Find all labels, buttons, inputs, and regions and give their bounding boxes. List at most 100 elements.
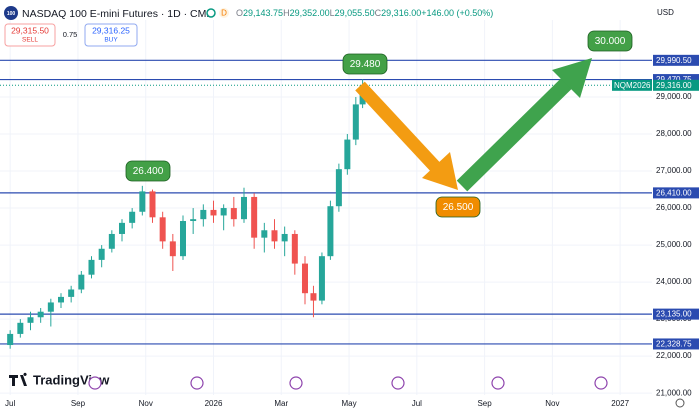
- candle-body: [98, 248, 105, 260]
- y-tick-label: 27,000.00: [656, 166, 692, 175]
- price-label-bg: [653, 308, 699, 320]
- x-tick-label: May: [341, 399, 356, 408]
- candle-body: [169, 241, 176, 257]
- sell-button[interactable]: [4, 23, 56, 47]
- event-marker[interactable]: [289, 376, 303, 390]
- candle-body: [327, 206, 334, 257]
- candle-body: [261, 230, 268, 238]
- candle-body: [108, 233, 115, 249]
- callout-box: [125, 160, 171, 182]
- event-marker[interactable]: [391, 376, 405, 390]
- x-tick-label: Sep: [477, 399, 492, 408]
- symbol-title: NASDAQ 100 E-mini Futures · 1D · CME: [22, 8, 213, 20]
- symbol-logo: [4, 6, 18, 20]
- x-tick-label: Nov: [545, 399, 559, 408]
- y-tick-label: 28,000.00: [656, 129, 692, 138]
- candle-body: [335, 169, 342, 207]
- arrows: [355, 58, 592, 192]
- candle-body: [78, 274, 85, 290]
- symbol-label: NQM2026: [614, 81, 651, 90]
- symbol-label-bg: [612, 79, 652, 91]
- price-label: 23,135.00: [656, 310, 692, 319]
- candle-body: [68, 289, 75, 297]
- price-label-bg: [653, 338, 699, 350]
- event-marker[interactable]: [190, 376, 204, 390]
- event-markers: [88, 376, 608, 390]
- last-price-label: 29,316.00: [656, 81, 692, 90]
- settings-icon[interactable]: [675, 398, 685, 408]
- candle-body: [271, 230, 278, 242]
- candle-body: [88, 259, 95, 275]
- candle-body: [27, 317, 34, 323]
- callout-text: 26.400: [133, 166, 164, 177]
- horizontal-lines: [0, 59, 652, 345]
- x-tick-label: Sep: [71, 399, 86, 408]
- candle-body: [220, 208, 227, 216]
- ohlc-value: 29,055.50: [335, 8, 375, 18]
- brand-logo: [9, 372, 27, 386]
- x-tick-label: Jul: [5, 399, 15, 408]
- y-tick-label: 24,000.00: [656, 277, 692, 286]
- price-label: 29,470.75: [656, 75, 692, 84]
- ohlc-change: +146.00 (+0.50%): [421, 8, 493, 18]
- event-marker[interactable]: [594, 376, 608, 390]
- grid: [0, 20, 652, 395]
- candle-body: [240, 196, 247, 220]
- candle-body: [251, 196, 258, 238]
- buy-price: 29,316.25: [92, 25, 130, 35]
- sell-price: 29,315.50: [11, 25, 49, 35]
- candle-body: [118, 222, 125, 234]
- candle-body: [149, 191, 156, 218]
- price-label-bg: [653, 54, 699, 66]
- axis-labels: 21,000.0022,000.0023,000.0024,000.0025,0…: [612, 54, 699, 397]
- annotations: 29.480 26.400 30.000 26.500: [125, 30, 633, 218]
- orange-arrow-shaft: [355, 81, 445, 177]
- buy-button[interactable]: [84, 23, 138, 47]
- candle-body: [210, 209, 217, 216]
- y-tick-label: 26,000.00: [656, 203, 692, 212]
- callout-box: [435, 196, 481, 218]
- ohlc-key: L: [330, 8, 335, 18]
- header: 100 NASDAQ 100 E-mini Futures · 1D · CME…: [4, 6, 674, 47]
- badge-bg: [219, 8, 229, 18]
- sell-label: SELL: [22, 37, 38, 44]
- ohlc-key: H: [283, 8, 290, 18]
- candle-body: [47, 302, 54, 312]
- candle-body: [7, 333, 14, 346]
- callout-box: [342, 53, 388, 75]
- ohlc-key: C: [375, 8, 382, 18]
- y-tick-label: 29,000.00: [656, 92, 692, 101]
- currency: USD: [657, 8, 674, 17]
- price-label: 26,410.00: [656, 188, 692, 197]
- candle-body: [310, 293, 317, 301]
- callout-text: 26.500: [443, 202, 474, 213]
- orange-arrow-head: [422, 152, 458, 190]
- candle-body: [190, 219, 197, 222]
- buy-label: BUY: [104, 37, 118, 44]
- green-arrow-shaft: [456, 74, 576, 192]
- x-tick-label: Mar: [274, 399, 288, 408]
- y-tick-label: 22,000.00: [656, 351, 692, 360]
- candle-body: [291, 233, 298, 264]
- candle-body: [57, 296, 64, 303]
- x-tick-label: Jul: [412, 399, 422, 408]
- x-tick-label: Nov: [139, 399, 153, 408]
- callout-text: 30.000: [595, 36, 626, 47]
- candle-body: [281, 233, 288, 242]
- price-label: 22,328.75: [656, 340, 692, 349]
- ohlc-legend: O29,143.75H29,352.00L29,055.50C29,316.00…: [236, 8, 493, 18]
- candle-body: [301, 263, 308, 294]
- logo-text: 100: [7, 11, 16, 17]
- candle-body: [129, 211, 136, 223]
- candle-body: [318, 256, 325, 301]
- ohlc-value: 29,316.00: [381, 8, 421, 18]
- event-marker[interactable]: [88, 376, 102, 390]
- y-tick-label: 21,000.00: [656, 388, 692, 397]
- candle-body: [139, 191, 146, 212]
- spread: 0.75: [63, 30, 78, 39]
- y-tick-label: 25,000.00: [656, 240, 692, 249]
- callout-text: 29.480: [350, 59, 381, 70]
- event-marker[interactable]: [491, 376, 505, 390]
- ohlc-value: 29,143.75: [243, 8, 283, 18]
